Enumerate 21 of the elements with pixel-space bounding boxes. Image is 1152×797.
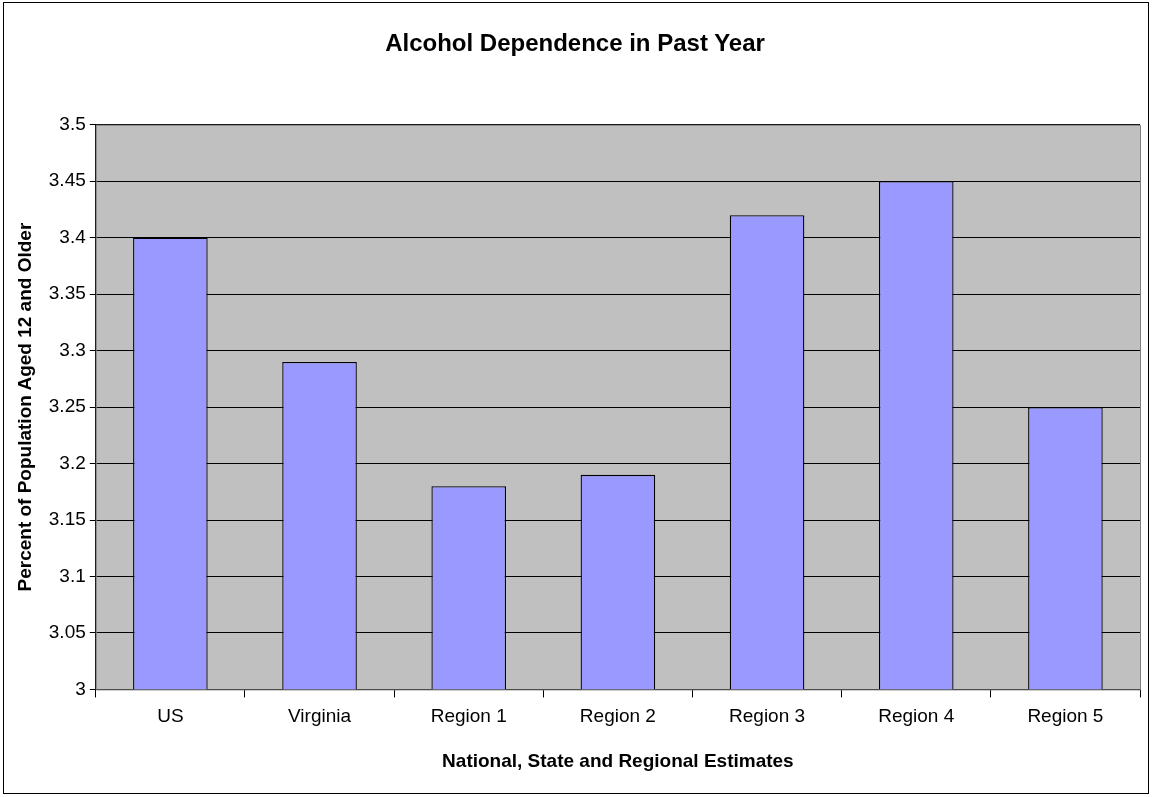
y-tick-label: 3.45 [48, 169, 86, 191]
y-tick-label: 3 [75, 677, 86, 699]
y-axis-title: Percent of Population Aged 12 and Older [13, 222, 35, 592]
y-tick-label: 3.15 [48, 508, 86, 530]
y-tick-label: 3.3 [59, 338, 86, 360]
x-tick-label: Region 1 [430, 705, 507, 727]
x-axis-title: National, State and Regional Estimates [442, 749, 794, 771]
y-tick-label: 3.1 [59, 564, 86, 586]
x-tick-label: Region 3 [729, 705, 806, 727]
y-tick-label: 3.25 [48, 395, 86, 417]
y-tick-label: 3.5 [59, 113, 86, 135]
x-tick-label: Region 5 [1027, 705, 1104, 727]
x-tick-label: Region 2 [579, 705, 656, 727]
y-tick-label: 3.05 [48, 621, 86, 643]
x-tick-label: Region 4 [878, 705, 955, 727]
y-tick-label: 3.2 [59, 451, 86, 473]
y-tick-label: 3.35 [48, 282, 86, 304]
chart-title: Alcohol Dependence in Past Year [385, 29, 765, 57]
x-tick-label: US [157, 705, 184, 727]
y-tick-label: 3.4 [59, 225, 87, 247]
x-tick-label: Virginia [288, 705, 352, 727]
